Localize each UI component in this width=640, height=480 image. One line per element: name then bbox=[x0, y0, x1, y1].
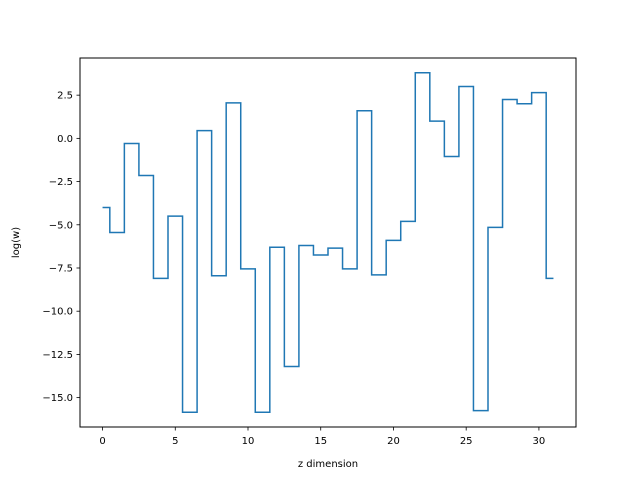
y-tick-label: 2.5 bbox=[57, 91, 73, 102]
x-tick-label: 20 bbox=[387, 436, 400, 447]
y-axis-ticks: 2.5 0.0 −2.5 −5.0 −7.5 −10.0 −12.5 −15.0 bbox=[42, 91, 80, 404]
y-tick-label: −2.5 bbox=[49, 177, 73, 188]
x-tick-label: 10 bbox=[242, 436, 255, 447]
x-tick-label: 30 bbox=[533, 436, 546, 447]
x-axis-label: z dimension bbox=[298, 459, 358, 470]
x-tick-label: 15 bbox=[314, 436, 327, 447]
plot-area bbox=[102, 71, 554, 414]
y-tick-label: −5.0 bbox=[49, 220, 73, 231]
x-tick-label: 25 bbox=[460, 436, 473, 447]
y-tick-label: −12.5 bbox=[42, 350, 73, 361]
x-tick-label: 5 bbox=[172, 436, 178, 447]
y-tick-label: −15.0 bbox=[42, 393, 73, 404]
y-axis-label: log(w) bbox=[11, 227, 22, 258]
y-tick-label: 0.0 bbox=[57, 134, 73, 145]
y-tick-label: −7.5 bbox=[49, 263, 73, 274]
axes-frame bbox=[79, 57, 577, 428]
series-line-0 bbox=[102, 71, 554, 414]
y-tick-label: −10.0 bbox=[42, 307, 73, 318]
x-tick-label: 0 bbox=[99, 436, 105, 447]
x-axis-ticks: 0 5 10 15 20 25 30 bbox=[99, 427, 545, 447]
